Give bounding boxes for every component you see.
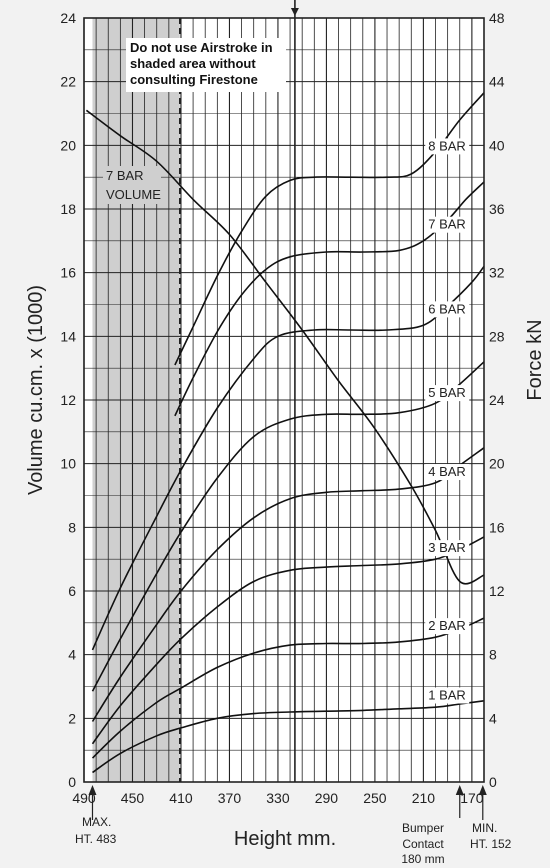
label-7-bar: 7 BAR — [428, 217, 466, 232]
y-left-tick-12: 12 — [60, 392, 76, 408]
min-height-line-2: HT. 152 — [470, 837, 512, 851]
y-left-tick-2: 2 — [68, 710, 76, 726]
x-tick-210: 210 — [412, 790, 436, 806]
axis-ticks: 490 450 410 370 330 290 250 210 1700246810121416… — [60, 10, 504, 806]
y-left-tick-14: 14 — [60, 328, 76, 344]
y-left-tick-8: 8 — [68, 519, 76, 535]
y-right-tick-8: 8 — [489, 647, 497, 663]
x-tick-290: 290 — [315, 790, 339, 806]
volume-label-line-1: 7 BAR — [106, 168, 144, 183]
label-bg-4-bar — [425, 464, 470, 481]
label-3-bar: 3 BAR — [428, 540, 466, 555]
y-left-tick-20: 20 — [60, 137, 76, 153]
y-left-tick-18: 18 — [60, 201, 76, 217]
grid-lines — [83, 17, 485, 783]
y-right-tick-44: 44 — [489, 74, 505, 90]
x-tick-170: 170 — [460, 790, 484, 806]
curve-volume-7-bar — [85, 109, 485, 585]
y-right-tick-48: 48 — [489, 10, 505, 26]
y-left-tick-0: 0 — [68, 774, 76, 790]
label-bg-8-bar — [425, 138, 470, 155]
bumper-line-2: Contact — [402, 837, 444, 851]
volume-label-bg — [103, 166, 161, 204]
y-left-tick-22: 22 — [60, 74, 76, 90]
y-right-tick-20: 20 — [489, 456, 505, 472]
label-2-bar: 2 BAR — [428, 618, 466, 633]
x-tick-370: 370 — [218, 790, 242, 806]
x-tick-250: 250 — [363, 790, 387, 806]
label-4-bar: 4 BAR — [428, 464, 466, 479]
plot-frame — [83, 17, 485, 783]
label-8-bar: 8 BAR — [428, 138, 466, 153]
note-line-3: consulting Firestone — [130, 72, 258, 87]
y-right-tick-40: 40 — [489, 137, 505, 153]
y-right-tick-32: 32 — [489, 265, 505, 281]
note-box — [126, 38, 286, 92]
label-bg-2-bar — [425, 618, 470, 635]
curve-5-bar — [91, 361, 485, 692]
y-right-tick-24: 24 — [489, 392, 505, 408]
y-axis-right-title: Force kN — [524, 319, 546, 400]
y-axis-left-title: Volume cu.cm. x (1000) — [25, 285, 47, 495]
curve-labels: 1 BAR 2 BAR 3 BAR 4 BAR 5 BAR 6 BAR 7 BAR 8 BAR — [425, 138, 470, 704]
label-bg-7-bar — [425, 216, 470, 233]
y-right-tick-28: 28 — [489, 328, 505, 344]
volume-label-line-2: VOLUME — [106, 187, 161, 202]
y-right-tick-36: 36 — [489, 201, 505, 217]
label-bg-3-bar — [425, 540, 470, 557]
curve-2-bar — [91, 617, 485, 759]
curve-3-bar — [91, 536, 485, 745]
max-height-annotation: MAX. HT. 483 — [75, 785, 117, 846]
bumper-line-3: 180 mm — [401, 852, 444, 866]
note-line-2: shaded area without — [130, 56, 256, 71]
y-left-tick-16: 16 — [60, 265, 76, 281]
note-line-1: Do not use Airstroke in — [130, 40, 273, 55]
label-5-bar: 5 BAR — [428, 385, 466, 400]
y-left-tick-24: 24 — [60, 10, 76, 26]
curve-4-bar — [91, 447, 485, 722]
y-left-tick-6: 6 — [68, 583, 76, 599]
top-arrow — [290, 8, 299, 16]
curve-1-bar — [92, 700, 485, 774]
label-bg-1-bar — [425, 687, 470, 704]
y-left-tick-4: 4 — [68, 647, 76, 663]
max-height-line-2: HT. 483 — [75, 832, 117, 846]
min-height-annotation: MIN. HT. 152 — [470, 785, 512, 851]
max-height-line-1: MAX. — [82, 815, 111, 829]
bumper-contact-annotation: Bumper Contact 180 mm — [401, 785, 464, 866]
label-bg-6-bar — [425, 301, 470, 318]
y-right-tick-12: 12 — [489, 583, 505, 599]
y-right-tick-16: 16 — [489, 519, 505, 535]
x-axis-title: Height mm. — [234, 828, 336, 850]
x-tick-330: 330 — [266, 790, 290, 806]
label-bg-5-bar — [425, 385, 470, 402]
x-tick-410: 410 — [169, 790, 193, 806]
x-tick-450: 450 — [121, 790, 145, 806]
label-1-bar: 1 BAR — [428, 688, 466, 703]
y-right-tick-0: 0 — [489, 774, 497, 790]
y-left-tick-10: 10 — [60, 456, 76, 472]
y-right-tick-4: 4 — [489, 710, 497, 726]
label-6-bar: 6 BAR — [428, 301, 466, 316]
min-height-line-1: MIN. — [472, 821, 497, 835]
bumper-line-1: Bumper — [402, 821, 444, 835]
